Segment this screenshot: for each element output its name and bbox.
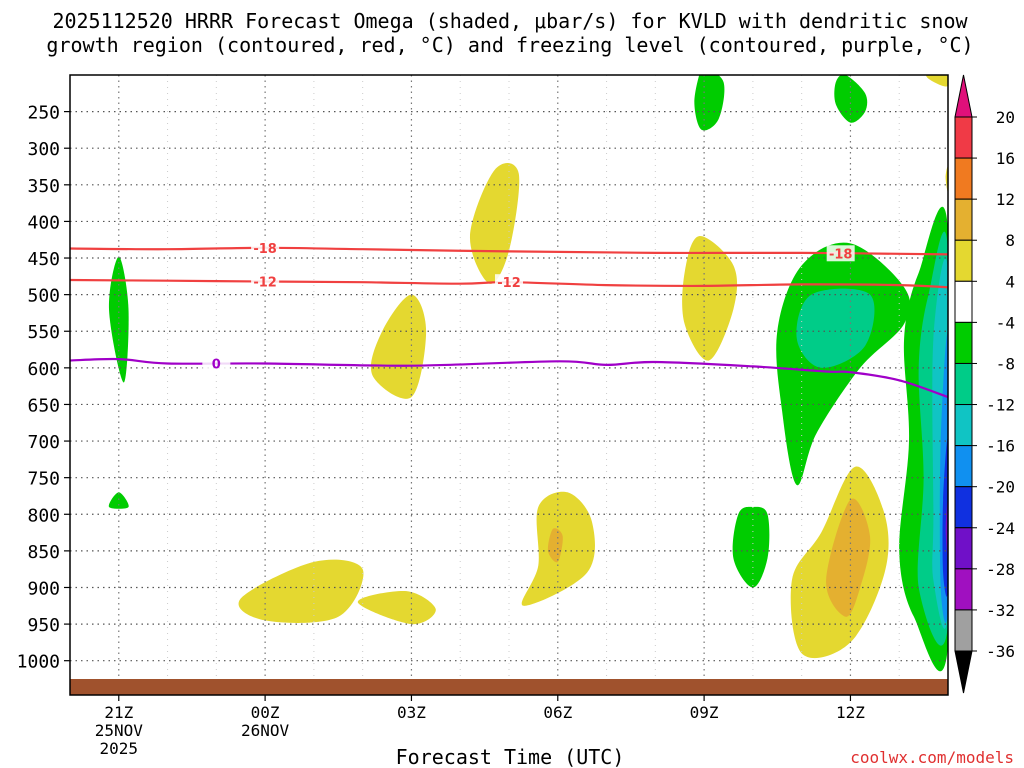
contour-label-freezing-level-0: 0: [212, 357, 221, 372]
omega-region-green-12z-upper: [834, 75, 868, 123]
colorbar-box-0: [954, 116, 973, 159]
x-axis-title: Forecast Time (UTC): [396, 745, 625, 768]
colorbar-label--20: -20: [986, 478, 1015, 497]
omega-region-green-09z-upper: [694, 75, 725, 131]
pressure-axis: 250 300 350 400 450 500 550 600 650 700 750 800 850 9…: [17, 103, 70, 673]
grid-lines: [70, 75, 948, 679]
colorbar-label--16: -16: [986, 437, 1015, 456]
omega-region-green-10z-low: [732, 506, 770, 588]
contour-dgz-minus18: [70, 246, 948, 256]
omega-region-teal-11z-mid: [796, 288, 875, 368]
omega-region-yellow-05z-low: [357, 590, 436, 625]
contour-label-bg: [251, 273, 280, 290]
colorbar-box-2: [954, 198, 973, 241]
contour-label-bg: [251, 239, 280, 256]
x-tick-date: 26NOV: [241, 721, 290, 740]
y-tick-label-1000: 1000: [17, 652, 60, 673]
y-tick-label-700: 700: [27, 432, 60, 453]
colorbar-label--4: -4: [996, 313, 1015, 332]
colorbar-label-20: 20: [996, 108, 1015, 127]
chart-title-line-2: growth region (contoured, red, °C) and f…: [46, 33, 973, 57]
contour-label-dgz-minus18: -18: [829, 247, 853, 262]
colorbar-box-10: [954, 527, 973, 570]
y-tick-label-650: 650: [27, 395, 60, 416]
y-tick-label-600: 600: [27, 359, 60, 380]
colorbar-box-12: [954, 609, 973, 652]
contour-freezing-level-0: [70, 357, 948, 399]
x-tick-label-00Z: 00Z: [251, 703, 280, 722]
x-tick-label-06Z: 06Z: [543, 703, 572, 722]
contour-label-dgz-minus12: -12: [253, 275, 277, 290]
y-tick-label-850: 850: [27, 542, 60, 563]
colorbar-label-4: 4: [1005, 272, 1015, 291]
omega-region-yellow-00z-low: [238, 559, 364, 623]
contour-label-dgz-minus18: -18: [253, 242, 277, 257]
colorbar-box-3: [954, 239, 973, 282]
ground-surface-bar: [70, 679, 948, 695]
omega-region-yellow-14z-upper: [926, 75, 948, 87]
credit-text: coolwx.com/models: [850, 748, 1014, 767]
y-tick-label-800: 800: [27, 505, 60, 526]
y-tick-label-400: 400: [27, 212, 60, 233]
y-tick-label-550: 550: [27, 322, 60, 343]
x-tick-year: 2025: [100, 739, 139, 758]
x-tick-label-03Z: 03Z: [397, 703, 426, 722]
y-tick-label-750: 750: [27, 469, 60, 490]
colorbar-label-12: 12: [996, 190, 1015, 209]
x-tick-date: 25NOV: [95, 721, 144, 740]
x-tick-label-21Z: 21Z: [104, 703, 133, 722]
colorbar-box-4: [954, 280, 973, 323]
contour-label-bg: [495, 274, 523, 291]
omega-region-orange-08z-low: [547, 528, 563, 563]
contour-label-bg: [202, 355, 231, 372]
y-tick-label-350: 350: [27, 176, 60, 197]
omega-region-yellow-07z-mid: [469, 163, 520, 284]
colorbar-box-6: [954, 362, 973, 406]
omega-colorbar: 20 16 12 8 4 -4 -8 -12 -16 -20 -24 -28 -32 -36: [954, 74, 1015, 694]
colorbar-label--8: -8: [996, 354, 1015, 373]
temperature-contours: -18 -18 -12 -12 0: [70, 239, 948, 399]
colorbar-box-9: [954, 486, 973, 529]
colorbar-label--12: -12: [986, 396, 1015, 415]
omega-region-green-21z-upper: [108, 256, 129, 383]
x-tick-label-09Z: 09Z: [690, 703, 719, 722]
colorbar-label-8: 8: [1005, 231, 1015, 250]
colorbar-box-11: [954, 568, 973, 611]
colorbar-box-1: [954, 157, 973, 200]
omega-region-green-11z-mid: [776, 242, 911, 486]
colorbar-box-5: [954, 321, 973, 364]
omega-region-yellow-03z-mid: [370, 294, 427, 399]
colorbar-box-8: [954, 445, 973, 488]
plot-frame: [69, 74, 949, 696]
contour-label-dgz-minus12: -12: [497, 276, 521, 291]
omega-region-green-21z-lower: [108, 492, 129, 509]
colorbar-label--28: -28: [986, 560, 1015, 579]
y-tick-label-250: 250: [27, 103, 60, 124]
colorbar-label--32: -32: [986, 601, 1015, 620]
contour-label-bg: [826, 245, 855, 262]
colorbar-label-16: 16: [996, 149, 1015, 168]
omega-region-darkblue-14z-deep: [942, 438, 948, 597]
colorbar-box-7: [954, 404, 973, 447]
colorbar-label--24: -24: [986, 519, 1015, 538]
omega-shaded-regions: [108, 75, 948, 672]
y-tick-label-900: 900: [27, 578, 60, 599]
omega-region-yellow-09z-mid: [682, 236, 738, 361]
y-tick-label-950: 950: [27, 615, 60, 636]
y-tick-label-300: 300: [27, 139, 60, 160]
colorbar-bottom-arrow: [954, 650, 973, 694]
x-tick-label-12Z: 12Z: [836, 703, 865, 722]
y-tick-label-500: 500: [27, 286, 60, 307]
colorbar-label--36: -36: [986, 642, 1015, 661]
y-tick-label-450: 450: [27, 249, 60, 270]
omega-region-orange-12z-low: [826, 498, 871, 617]
colorbar-top-arrow: [954, 74, 973, 118]
chart-title-line-1: 2025112520 HRRR Forecast Omega (shaded, …: [52, 9, 968, 33]
